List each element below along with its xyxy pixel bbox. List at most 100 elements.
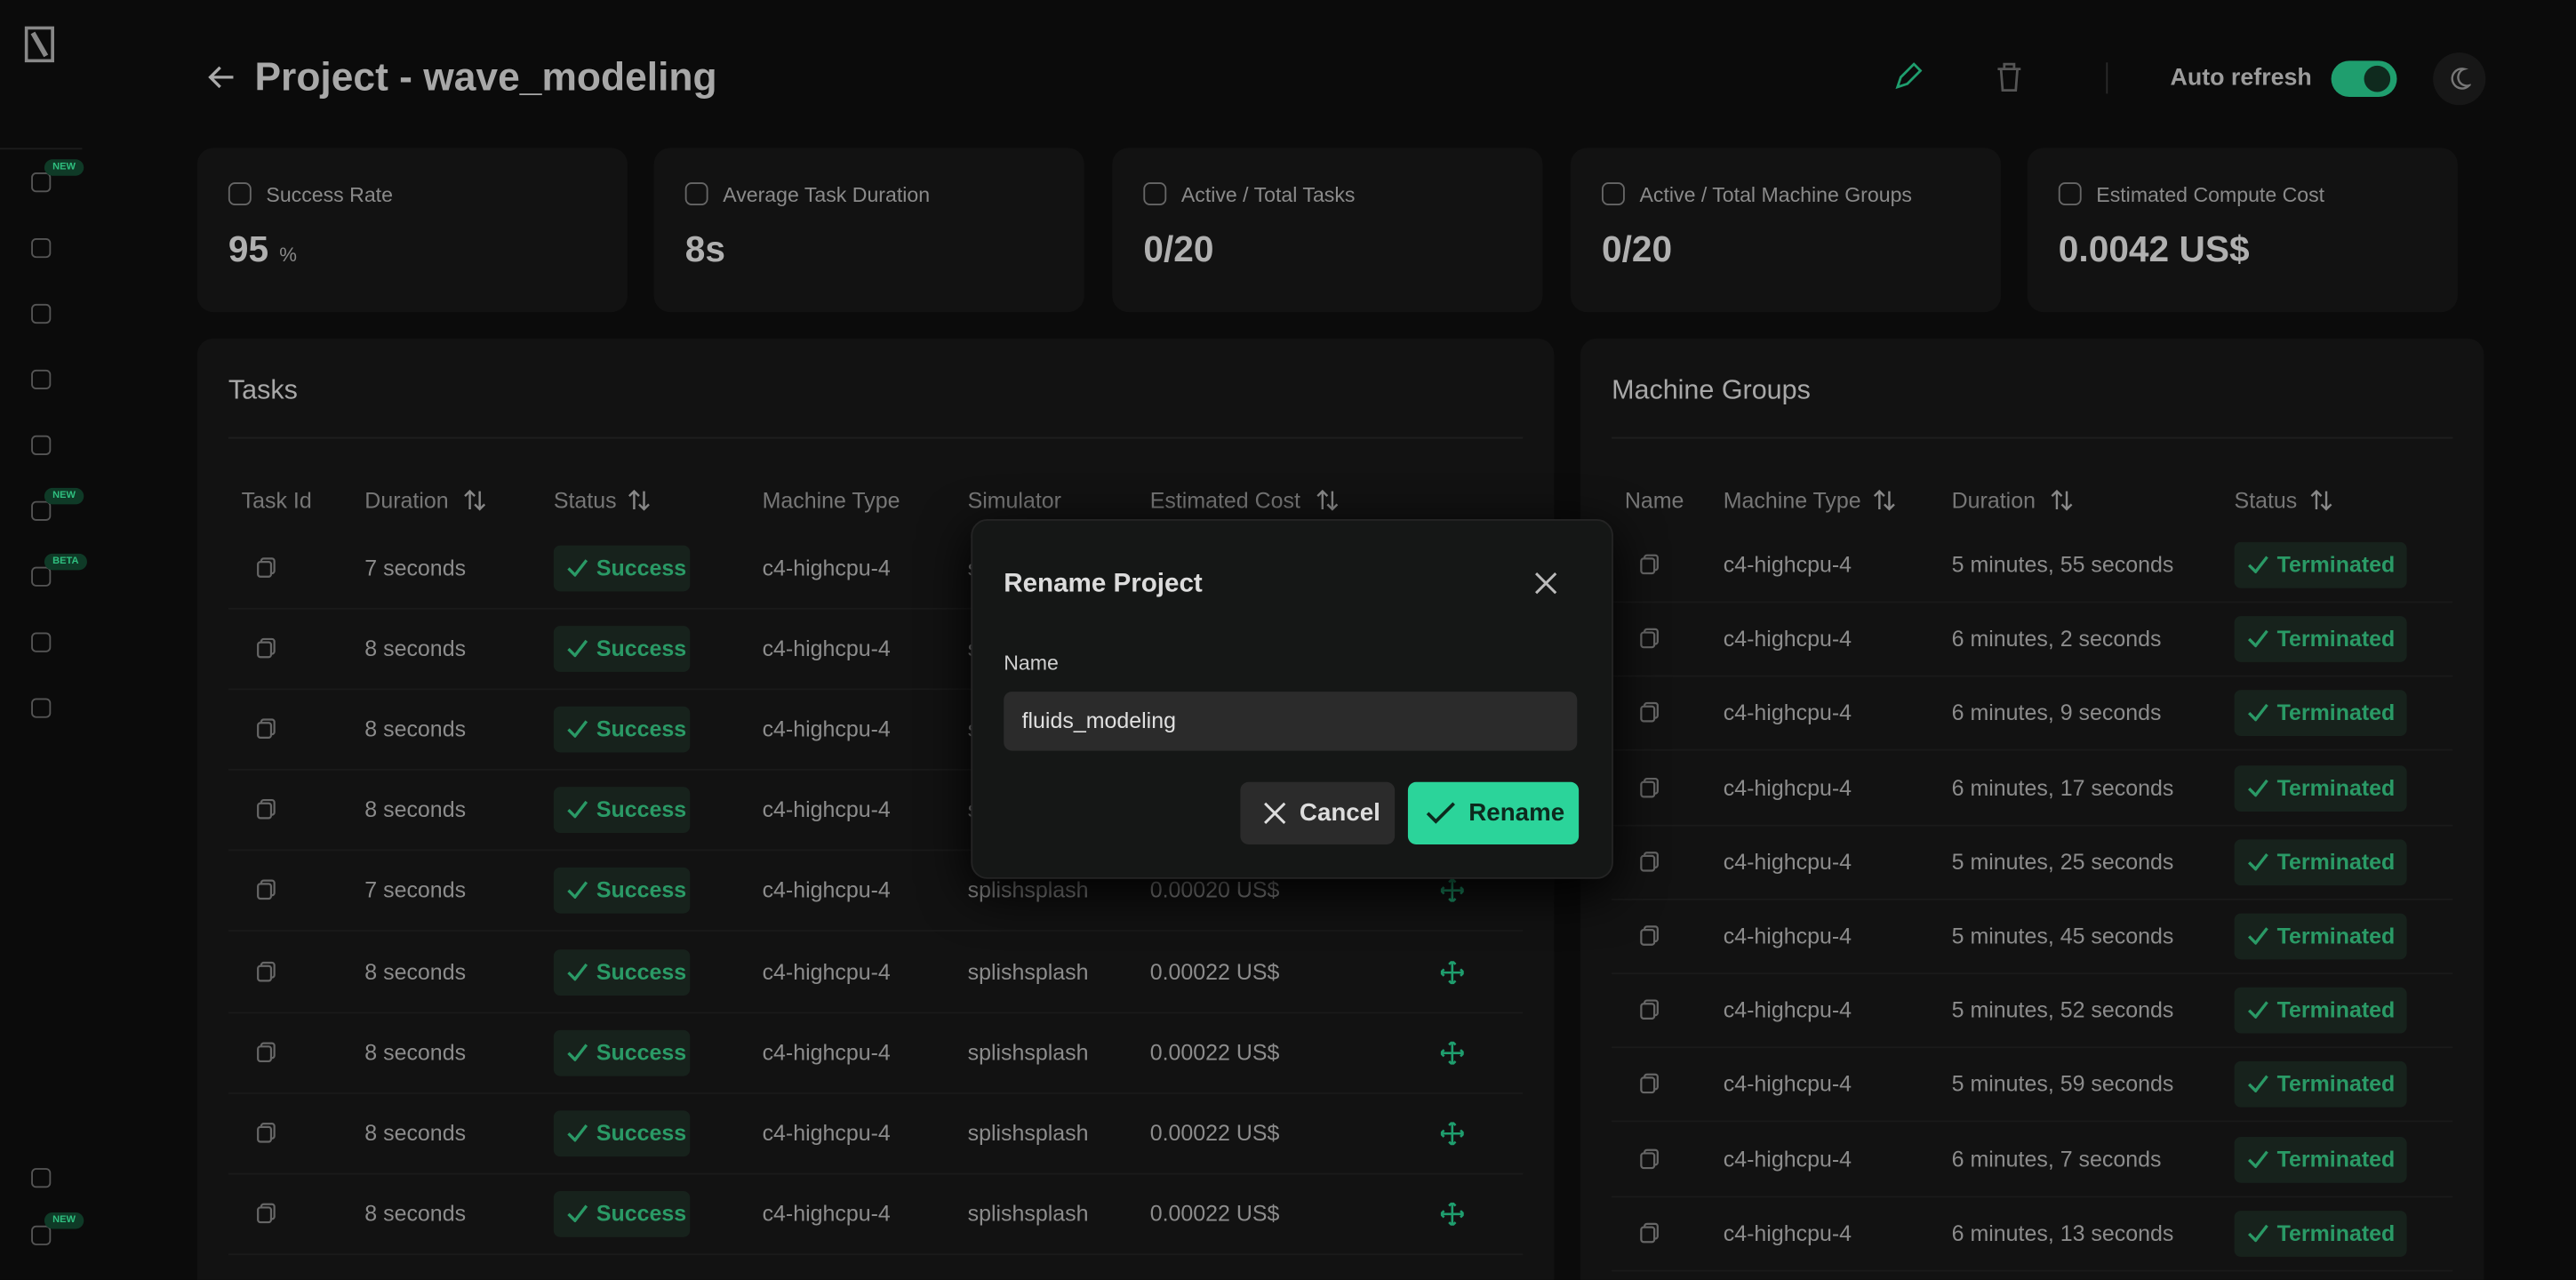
status-badge: Success (553, 868, 691, 915)
copy-button[interactable] (256, 718, 276, 740)
status-badge: Terminated (2234, 690, 2407, 737)
duration: 8 seconds (364, 1039, 467, 1065)
machine-type: c4-highcpu-4 (1723, 849, 1852, 875)
duration: 8 seconds (364, 958, 467, 984)
row-divider (1612, 675, 2453, 677)
copy-button[interactable] (1640, 1148, 1660, 1169)
copy-button[interactable] (256, 1203, 276, 1224)
machine-type: c4-highcpu-4 (762, 878, 891, 903)
row-divider (1612, 749, 2453, 752)
modal-title: Rename Project (1004, 570, 1203, 598)
copy-button[interactable] (1640, 628, 1660, 649)
copy-button[interactable] (256, 1041, 276, 1062)
duration: 8 seconds (364, 1120, 467, 1146)
close-button[interactable] (1534, 572, 1557, 595)
move-button[interactable] (1440, 1121, 1464, 1145)
status-text: Terminated (2276, 700, 2396, 726)
duration: 7 seconds (364, 878, 467, 903)
row-divider (1612, 898, 2453, 900)
stat-value: 0/20 (1143, 228, 1214, 270)
sort-button[interactable] (2051, 489, 2074, 511)
move-button[interactable] (1440, 879, 1464, 903)
stat-card: Success Rate 95% (196, 148, 628, 313)
column-header: Duration (1951, 488, 2036, 514)
row-divider (228, 607, 1524, 610)
status-text: Success (596, 1120, 687, 1146)
stat-label: Estimated Compute Cost (2096, 183, 2325, 207)
copy-button[interactable] (256, 1122, 276, 1143)
stat-value: 0/20 (1601, 228, 1673, 270)
status-badge: Success (553, 1029, 691, 1076)
stat-label: Active / Total Machine Groups (1639, 183, 1912, 207)
copy-button[interactable] (1640, 1074, 1660, 1095)
status-badge: Terminated (2234, 1136, 2407, 1182)
copy-button[interactable] (1640, 925, 1660, 947)
status-badge: Success (553, 545, 691, 592)
duration: 8 seconds (364, 1201, 467, 1226)
simulator: splishsplash (967, 1039, 1089, 1065)
copy-button[interactable] (1640, 1222, 1660, 1244)
nav-icon (31, 303, 52, 324)
status-badge: Terminated (2234, 839, 2407, 885)
copy-button[interactable] (1640, 554, 1660, 575)
status-badge: Success (553, 707, 691, 753)
nav-badge: NEW (44, 1212, 84, 1229)
edit-button[interactable] (1892, 62, 1923, 92)
stat-label: Active / Total Tasks (1180, 183, 1356, 207)
copy-button[interactable] (1640, 702, 1660, 724)
cost: 0.00020 US$ (1149, 878, 1280, 903)
status-text: Terminated (2276, 997, 2396, 1023)
copy-button[interactable] (1640, 999, 1660, 1020)
delete-button[interactable] (1996, 62, 2023, 92)
sort-button[interactable] (2310, 489, 2333, 511)
stat-icon (2058, 182, 2082, 206)
sort-button[interactable] (628, 489, 651, 511)
move-button[interactable] (1440, 1041, 1464, 1064)
status-text: Success (596, 797, 687, 823)
copy-button[interactable] (256, 637, 276, 659)
name-input[interactable]: fluids_modeling (1004, 692, 1578, 751)
panel-title: Machine Groups (1612, 375, 1811, 406)
duration: 5 minutes, 25 seconds (1951, 849, 2174, 875)
theme-button[interactable] (2433, 52, 2486, 106)
copy-button[interactable] (256, 799, 276, 820)
auto-refresh-toggle[interactable] (2331, 60, 2397, 98)
rename-button[interactable]: Rename (1407, 781, 1580, 844)
copy-button[interactable] (1640, 851, 1660, 872)
rename-modal: Rename Project Name fluids_modeling Canc… (971, 519, 1613, 879)
move-button[interactable] (1440, 960, 1464, 984)
machine-type: c4-highcpu-4 (762, 797, 891, 823)
cancel-button[interactable]: Cancel (1240, 781, 1396, 844)
machine-type: c4-highcpu-4 (1723, 924, 1852, 948)
copy-button[interactable] (256, 880, 276, 901)
machine-type: c4-highcpu-4 (762, 636, 891, 661)
divider (2106, 62, 2108, 94)
machine-groups-panel: Machine Groups Name Machine Type Duration S… (1580, 338, 2484, 1280)
machine-type: c4-highcpu-4 (1723, 1146, 1852, 1172)
move-button[interactable] (1440, 1202, 1464, 1226)
sort-button[interactable] (463, 489, 486, 511)
copy-button[interactable] (256, 557, 276, 579)
status-text: Success (596, 1201, 687, 1226)
cost: 0.00022 US$ (1149, 1120, 1280, 1146)
input-value: fluids_modeling (1021, 708, 1176, 733)
row-divider (228, 850, 1524, 852)
status-text: Terminated (2276, 849, 2396, 875)
copy-button[interactable] (1640, 776, 1660, 797)
sort-button[interactable] (1316, 489, 1339, 511)
sort-button[interactable] (1873, 489, 1896, 511)
status-badge: Success (553, 787, 691, 834)
column-header: Estimated Cost (1149, 488, 1300, 514)
stat-value: 95 (228, 228, 269, 270)
copy-button[interactable] (256, 960, 276, 981)
row-divider (228, 688, 1524, 691)
back-button[interactable] (207, 64, 236, 91)
cost: 0.00022 US$ (1149, 1039, 1280, 1065)
duration: 8 seconds (364, 716, 467, 742)
machine-type: c4-highcpu-4 (762, 716, 891, 742)
status-badge: Terminated (2234, 541, 2407, 588)
row-divider (228, 930, 1524, 932)
duration: 7 seconds (364, 556, 467, 580)
row-divider (1612, 1195, 2453, 1197)
row-divider (228, 1172, 1524, 1174)
